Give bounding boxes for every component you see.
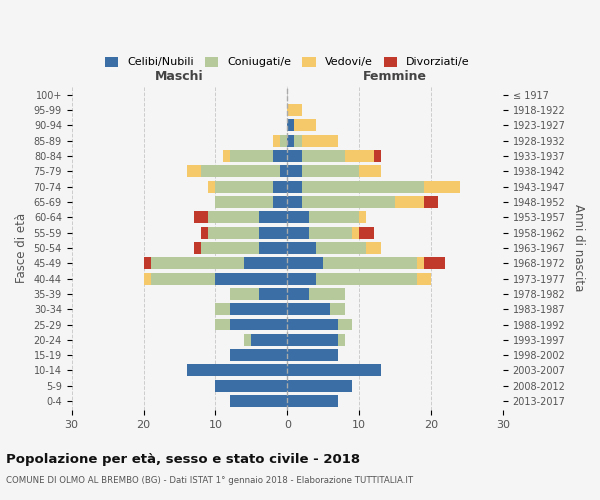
Bar xyxy=(280,166,287,177)
Bar xyxy=(215,196,273,208)
Bar xyxy=(287,242,316,254)
Bar xyxy=(287,166,302,177)
Bar xyxy=(194,212,208,224)
Bar xyxy=(287,120,295,132)
Bar xyxy=(374,150,381,162)
Bar xyxy=(244,334,251,346)
Bar xyxy=(215,180,273,192)
Bar xyxy=(151,258,244,269)
Bar xyxy=(287,196,302,208)
Bar xyxy=(309,288,345,300)
Bar xyxy=(302,166,359,177)
Bar xyxy=(359,226,374,238)
Bar xyxy=(223,150,230,162)
Bar xyxy=(201,226,208,238)
Bar xyxy=(309,212,359,224)
Legend: Celibi/Nubili, Coniugati/e, Vedovi/e, Divorziati/e: Celibi/Nubili, Coniugati/e, Vedovi/e, Di… xyxy=(101,52,474,72)
Bar xyxy=(230,288,259,300)
Bar xyxy=(287,150,302,162)
Bar xyxy=(201,166,280,177)
Bar xyxy=(259,242,287,254)
Bar xyxy=(295,120,316,132)
Bar xyxy=(338,334,345,346)
Bar xyxy=(251,334,287,346)
Bar xyxy=(230,395,287,407)
Bar xyxy=(302,135,338,146)
Bar xyxy=(280,135,287,146)
Bar xyxy=(187,166,201,177)
Bar xyxy=(287,135,295,146)
Bar xyxy=(230,318,287,330)
Bar xyxy=(151,272,215,284)
Text: Femmine: Femmine xyxy=(363,70,427,82)
Bar xyxy=(287,303,331,315)
Bar xyxy=(208,226,259,238)
Bar xyxy=(287,318,338,330)
Bar xyxy=(287,334,338,346)
Bar xyxy=(287,212,309,224)
Bar xyxy=(424,258,445,269)
Bar xyxy=(194,242,201,254)
Bar xyxy=(143,258,151,269)
Bar xyxy=(338,318,352,330)
Bar xyxy=(287,364,381,376)
Bar xyxy=(208,180,215,192)
Bar xyxy=(201,242,259,254)
Bar xyxy=(215,303,230,315)
Bar xyxy=(416,258,424,269)
Bar xyxy=(215,380,287,392)
Bar xyxy=(424,180,460,192)
Bar xyxy=(244,258,287,269)
Bar xyxy=(273,196,287,208)
Bar xyxy=(259,288,287,300)
Bar xyxy=(367,242,381,254)
Bar xyxy=(352,226,359,238)
Bar xyxy=(323,258,416,269)
Bar xyxy=(287,226,309,238)
Bar xyxy=(287,288,309,300)
Bar xyxy=(395,196,424,208)
Bar xyxy=(416,272,431,284)
Bar xyxy=(424,196,438,208)
Bar xyxy=(259,226,287,238)
Bar xyxy=(345,150,374,162)
Bar xyxy=(230,303,287,315)
Bar xyxy=(208,212,259,224)
Bar xyxy=(302,150,345,162)
Y-axis label: Fasce di età: Fasce di età xyxy=(15,213,28,283)
Bar xyxy=(287,104,302,116)
Bar xyxy=(187,364,287,376)
Bar xyxy=(309,226,352,238)
Bar xyxy=(273,135,280,146)
Bar xyxy=(287,395,338,407)
Bar xyxy=(230,150,273,162)
Bar xyxy=(287,380,352,392)
Bar xyxy=(331,303,345,315)
Bar xyxy=(143,272,151,284)
Text: COMUNE DI OLMO AL BREMBO (BG) - Dati ISTAT 1° gennaio 2018 - Elaborazione TUTTIT: COMUNE DI OLMO AL BREMBO (BG) - Dati IST… xyxy=(6,476,413,485)
Bar xyxy=(359,166,381,177)
Bar xyxy=(273,180,287,192)
Y-axis label: Anni di nascita: Anni di nascita xyxy=(572,204,585,292)
Bar xyxy=(287,258,323,269)
Bar xyxy=(215,318,230,330)
Bar xyxy=(302,196,395,208)
Bar xyxy=(273,150,287,162)
Bar xyxy=(316,272,416,284)
Bar xyxy=(230,349,287,361)
Bar xyxy=(287,180,302,192)
Bar xyxy=(359,212,367,224)
Bar xyxy=(302,180,424,192)
Bar xyxy=(215,272,287,284)
Bar xyxy=(287,349,338,361)
Bar xyxy=(295,135,302,146)
Text: Popolazione per età, sesso e stato civile - 2018: Popolazione per età, sesso e stato civil… xyxy=(6,452,360,466)
Bar xyxy=(287,272,316,284)
Bar xyxy=(259,212,287,224)
Bar xyxy=(316,242,367,254)
Text: Maschi: Maschi xyxy=(155,70,204,82)
